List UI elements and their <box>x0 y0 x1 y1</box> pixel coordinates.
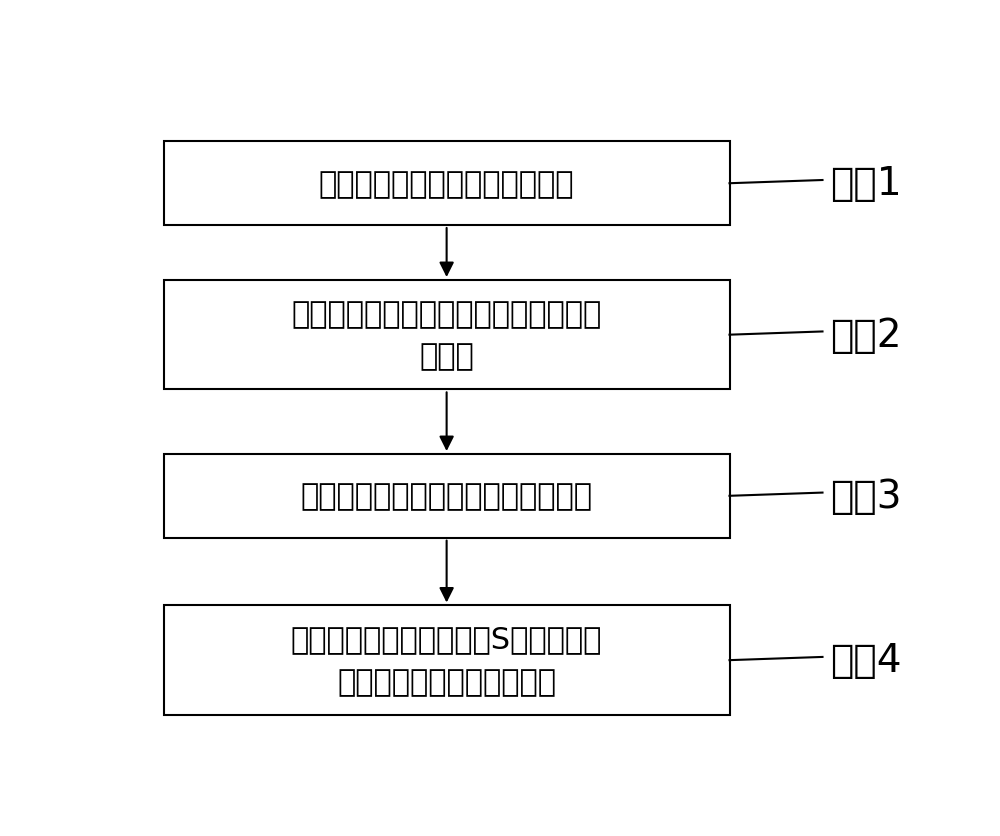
Bar <box>164 142 730 226</box>
Bar <box>164 281 730 390</box>
Text: 计算出塔基的不稳定指数S，并进行比
较获得塔基稳定性判断结果: 计算出塔基的不稳定指数S，并进行比 较获得塔基稳定性判断结果 <box>291 624 602 696</box>
Text: 分别对每个影响因子进行分级和量化: 分别对每个影响因子进行分级和量化 <box>301 482 593 511</box>
Text: 步骤4: 步骤4 <box>830 641 902 680</box>
Text: 分析各个影响因子在输电铁塔稳定性中
的权重: 分析各个影响因子在输电铁塔稳定性中 的权重 <box>292 299 602 371</box>
Bar <box>164 605 730 715</box>
Text: 步骤1: 步骤1 <box>830 165 902 203</box>
Text: 获得影响塔基稳定性的影响因子: 获得影响塔基稳定性的影响因子 <box>319 170 574 198</box>
Bar <box>164 454 730 538</box>
Text: 步骤3: 步骤3 <box>830 477 902 515</box>
Text: 步骤2: 步骤2 <box>830 316 902 354</box>
